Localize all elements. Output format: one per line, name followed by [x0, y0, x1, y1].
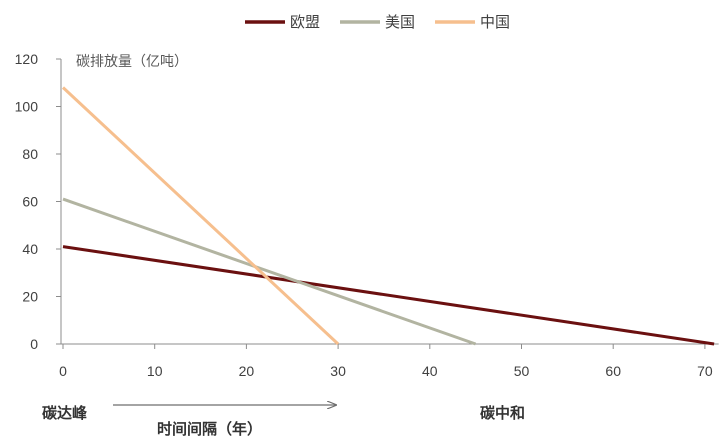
x-tick-label: 20	[239, 363, 255, 379]
legend-item: 美国	[340, 14, 415, 31]
legend-item: 中国	[435, 14, 510, 31]
x-tick-label: 70	[697, 363, 713, 379]
legend-item: 欧盟	[245, 14, 320, 31]
y-tick-label: 120	[15, 51, 39, 67]
series-line-3	[61, 86, 340, 346]
x-tick-label: 10	[147, 363, 163, 379]
y-axis-label: 碳排放量（亿吨）	[76, 53, 188, 69]
x-tick-label: 0	[59, 363, 67, 379]
neutral-label: 碳中和	[480, 404, 525, 422]
legend-label: 美国	[385, 14, 415, 31]
series-line-2	[62, 197, 477, 346]
x-tick-label: 30	[330, 363, 346, 379]
y-axis-ticks: 0 20 40 60 80 100 120	[15, 51, 61, 352]
series-line-1	[62, 245, 715, 346]
peak-label: 碳达峰	[42, 404, 88, 422]
series-lines	[61, 86, 715, 346]
x-tick-label: 50	[514, 363, 530, 379]
x-tick-label: 40	[422, 363, 438, 379]
y-tick-label: 40	[22, 241, 38, 257]
y-tick-label: 60	[22, 194, 38, 210]
x-tick-label: 60	[605, 363, 621, 379]
x-axis-ticks: 0 10 20 30 40 50 60 70	[59, 344, 713, 379]
y-tick-label: 0	[30, 336, 38, 352]
x-axis-label: 时间间隔（年）	[157, 420, 262, 438]
y-tick-label: 100	[15, 99, 39, 115]
legend: 欧盟 美国 中国	[245, 14, 510, 31]
y-tick-label: 20	[22, 289, 38, 305]
y-tick-label: 80	[22, 146, 38, 162]
legend-label: 中国	[480, 14, 510, 31]
legend-label: 欧盟	[290, 14, 320, 31]
